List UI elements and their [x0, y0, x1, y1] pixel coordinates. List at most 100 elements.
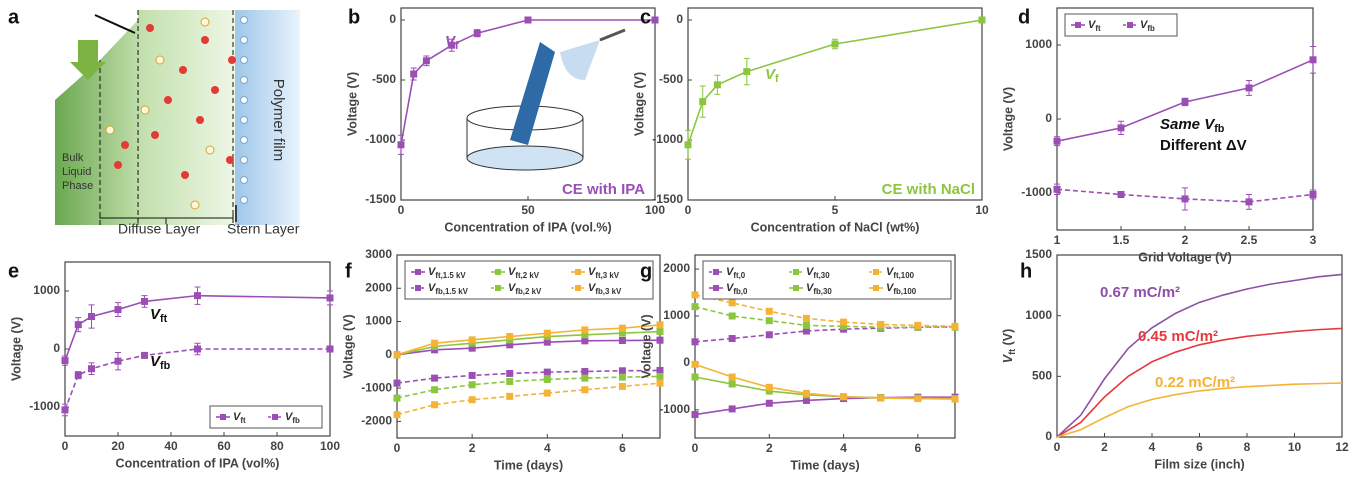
- point: [699, 98, 707, 106]
- y-tick-label: -1000: [361, 380, 392, 394]
- point: [691, 411, 699, 419]
- annotation: 0.67 mC/m²: [1100, 284, 1180, 301]
- point: [543, 368, 551, 376]
- x-tick-label: 1.5: [1113, 233, 1130, 247]
- x-tick-label: 0: [394, 441, 401, 455]
- y-tick-label: 3000: [365, 247, 392, 261]
- x-tick-label: 4: [1149, 440, 1156, 454]
- annotation-part: V: [765, 66, 777, 83]
- x-tick-label: 20: [111, 439, 125, 453]
- x-axis-label: Concentration of IPA (vol.%): [444, 220, 611, 234]
- point: [506, 341, 514, 349]
- point: [1117, 124, 1125, 132]
- beaker-wall: [466, 118, 584, 158]
- point: [431, 401, 439, 409]
- legend-label: Vfb: [1140, 19, 1155, 33]
- legend-label: Vfb,1.5 kV: [428, 282, 469, 296]
- y-tick-label: 500: [1032, 369, 1052, 383]
- legend-label: Vft,0: [726, 266, 746, 280]
- y-tick-label: -1000: [29, 399, 60, 413]
- y-tick-label: 0: [1045, 429, 1052, 443]
- stern-label: Stern Layer: [227, 221, 300, 237]
- legend-marker: [575, 285, 581, 291]
- ions: [114, 24, 236, 179]
- point: [914, 321, 922, 329]
- point: [728, 299, 736, 307]
- legend-label-part: V: [588, 266, 597, 278]
- point: [326, 345, 334, 353]
- x-tick-label: 100: [320, 439, 340, 453]
- diffuse-label: Diffuse Layer: [118, 221, 201, 237]
- x-tick-label: 12: [1335, 440, 1349, 454]
- annotation: 0.45 mC/m²: [1138, 328, 1218, 345]
- point: [684, 141, 692, 149]
- legend-box: [1064, 13, 1178, 37]
- point: [691, 360, 699, 368]
- point: [1181, 98, 1189, 106]
- legend-box: [702, 260, 952, 300]
- annotation-part: fb: [160, 360, 171, 372]
- point: [1053, 137, 1061, 145]
- inset: [466, 28, 626, 171]
- series-line: [687, 19, 983, 146]
- x-tick-label: 5: [832, 203, 839, 217]
- y-axis-label-part: V: [1001, 353, 1015, 363]
- y-tick-label: 1000: [1025, 308, 1052, 322]
- point: [765, 307, 773, 315]
- point: [61, 357, 69, 365]
- point: [543, 329, 551, 337]
- legend-marker: [415, 269, 421, 275]
- panel-label: g: [640, 260, 652, 282]
- legend-label: Vft: [233, 411, 246, 425]
- legend-label-part: V: [886, 282, 895, 294]
- legend-marker: [793, 269, 799, 275]
- legend-label-part: fb,30: [813, 287, 832, 296]
- point: [114, 306, 122, 314]
- panel-label: e: [8, 260, 19, 282]
- point: [393, 351, 401, 359]
- y-tick-label: 1000: [1025, 37, 1052, 51]
- y-tick-label: -1000: [365, 132, 396, 146]
- point: [468, 396, 476, 404]
- series-line: [396, 369, 661, 384]
- y-tick-label: 0: [1045, 111, 1052, 125]
- point: [393, 394, 401, 402]
- legend-label: Vfb,100: [886, 282, 917, 296]
- legend-label: Vft,2 kV: [508, 266, 540, 280]
- arrow: [94, 14, 136, 34]
- point: [74, 371, 82, 379]
- point: [840, 393, 848, 401]
- y-axis-label: Voltage (V): [1001, 87, 1015, 151]
- legend-label-part: V: [428, 282, 437, 294]
- point: [802, 327, 810, 335]
- series-line: [396, 375, 661, 399]
- y-tick-label: 0: [385, 347, 392, 361]
- point: [656, 328, 664, 336]
- legend-label-part: fb: [1147, 24, 1155, 33]
- y-tick-label: -1500: [652, 192, 683, 206]
- point: [506, 369, 514, 377]
- point: [765, 331, 773, 339]
- legend-marker: [713, 285, 719, 291]
- x-tick-label: 0: [1054, 440, 1061, 454]
- x-axis-label: Grid Voltage (V): [1138, 250, 1232, 264]
- point: [978, 16, 986, 24]
- x-tick-label: 60: [217, 439, 231, 453]
- point: [765, 387, 773, 395]
- annotation: CE with NaCl: [882, 181, 975, 198]
- annotation: 0.22 mC/m²: [1155, 374, 1235, 391]
- series-line: [694, 305, 955, 329]
- x-tick-label: 3: [1310, 233, 1317, 247]
- panel-label: d: [1018, 6, 1030, 28]
- x-tick-label: 2: [1182, 233, 1189, 247]
- y-tick-label: 1000: [365, 314, 392, 328]
- point: [468, 381, 476, 389]
- legend-label-part: V: [726, 266, 735, 278]
- point: [581, 331, 589, 339]
- annotation: Vft: [150, 306, 168, 325]
- y-axis-label-part: (V): [1001, 329, 1015, 349]
- x-tick-label: 1: [1054, 233, 1061, 247]
- legend-label-part: ft,0: [733, 271, 745, 280]
- series-line: [1056, 327, 1343, 438]
- legend-label-part: V: [806, 266, 815, 278]
